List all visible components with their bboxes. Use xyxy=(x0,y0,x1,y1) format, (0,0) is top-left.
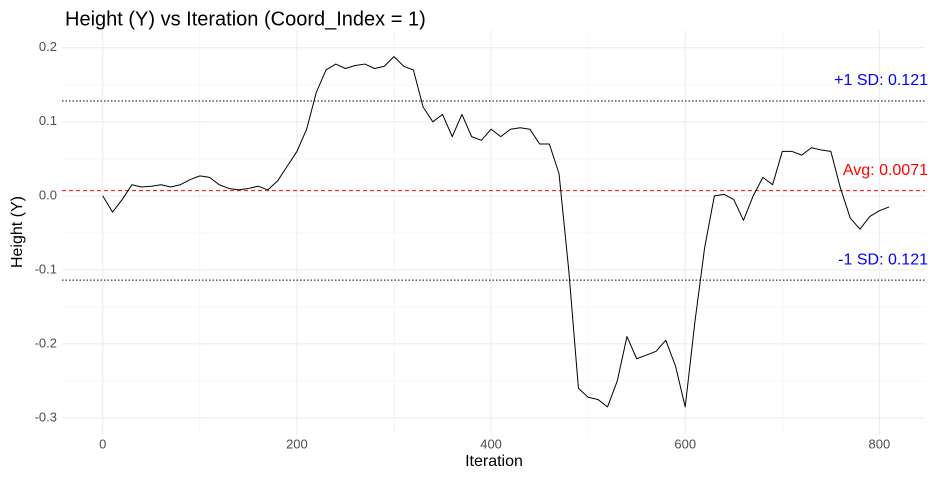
y-tick-label: 0.2 xyxy=(39,39,57,54)
chart-title: Height (Y) vs Iteration (Coord_Index = 1… xyxy=(65,8,426,30)
x-tick-label: 0 xyxy=(99,436,106,451)
data-line xyxy=(102,56,890,408)
reference-label: +1 SD: 0.121 xyxy=(834,72,928,89)
x-tick-label: 600 xyxy=(674,436,696,451)
y-axis-label: Height (Y) xyxy=(9,196,26,268)
reference-label: -1 SD: 0.121 xyxy=(838,251,928,268)
y-tick-label: -0.3 xyxy=(35,409,57,424)
y-tick-label: -0.2 xyxy=(35,335,57,350)
y-tick-label: 0.1 xyxy=(39,113,57,128)
reference-label: Avg: 0.0071 xyxy=(843,162,928,179)
x-tick-label: 800 xyxy=(869,436,891,451)
x-tick-label: 400 xyxy=(480,436,502,451)
x-tick-label: 200 xyxy=(286,436,308,451)
y-tick-label: -0.1 xyxy=(35,261,57,276)
y-tick-label: 0.0 xyxy=(39,187,57,202)
x-axis-label: Iteration xyxy=(465,453,523,470)
